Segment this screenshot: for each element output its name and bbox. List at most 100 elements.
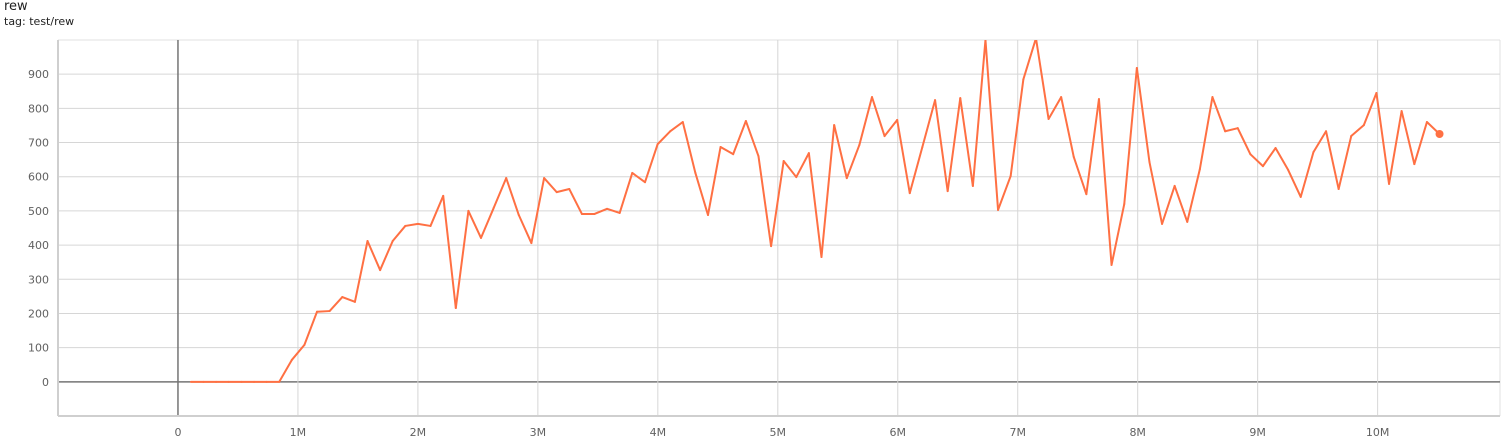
series-segment <box>1261 147 1277 168</box>
y-tick-label: 400 <box>28 239 49 252</box>
series-segment <box>1110 203 1126 266</box>
series-segment <box>858 96 873 146</box>
series-segment <box>1047 96 1063 120</box>
series-segment <box>316 310 331 313</box>
series-segment <box>1097 98 1113 266</box>
series-segment <box>770 160 785 248</box>
series-segment <box>530 177 546 245</box>
series-segment <box>480 207 495 239</box>
y-tick-label: 800 <box>28 102 49 115</box>
series-segment <box>366 239 382 272</box>
series-segment <box>1224 127 1239 133</box>
series-segment <box>694 171 709 217</box>
series-segment <box>303 310 319 346</box>
y-tick-label: 700 <box>28 137 49 150</box>
x-tick-label: 1M <box>290 426 307 439</box>
series-segment <box>404 222 419 227</box>
series-segment <box>1186 168 1201 223</box>
series-segment <box>1135 67 1151 164</box>
x-tick-label: 5M <box>770 426 787 439</box>
series-segment <box>1312 130 1328 154</box>
series-segment <box>1350 124 1365 138</box>
y-tick-label: 300 <box>28 273 49 286</box>
series-segment <box>908 145 924 195</box>
series-segment <box>971 40 987 187</box>
series-segment <box>606 207 621 214</box>
series-segment <box>656 130 672 146</box>
chart-tag: tag: test/rew <box>4 15 75 28</box>
series-segment <box>1388 110 1403 185</box>
series-segment <box>719 145 735 156</box>
series-segment <box>1198 96 1214 171</box>
series-segment <box>555 188 571 194</box>
series-segment <box>757 155 773 248</box>
series-segment <box>744 120 760 158</box>
series-segment <box>505 177 520 217</box>
series-segment <box>1299 151 1315 198</box>
series-segment <box>1085 98 1100 196</box>
series-segment <box>1211 96 1227 133</box>
series-segment <box>517 214 533 245</box>
series-segment <box>278 358 293 383</box>
series-segment <box>681 121 697 174</box>
series-segment <box>870 96 886 138</box>
series-segment <box>328 296 344 313</box>
series-segment <box>1400 110 1416 166</box>
series-segment <box>959 97 974 187</box>
series-segment <box>845 143 861 180</box>
series-segment <box>1287 168 1302 198</box>
x-tick-label: 2M <box>410 426 427 439</box>
series-segment <box>353 239 369 303</box>
last-point-marker <box>1435 130 1444 138</box>
series-segment <box>706 145 722 217</box>
series-segment <box>1148 161 1164 225</box>
series-segment <box>1375 91 1391 185</box>
series-segment <box>921 99 937 148</box>
series-segment <box>997 175 1012 211</box>
series-segment <box>1123 67 1138 206</box>
y-tick-label: 100 <box>28 342 49 355</box>
chart-title: rew <box>4 0 28 14</box>
series-segment <box>669 121 684 133</box>
series-segment <box>1325 130 1340 191</box>
y-tick-label: 200 <box>28 307 49 320</box>
x-tick-label: 8M <box>1129 426 1146 439</box>
series-segment <box>1022 40 1037 81</box>
series-segment <box>568 188 583 215</box>
series-segment <box>984 40 1000 211</box>
series-segment <box>833 124 848 180</box>
series-segment <box>883 118 899 138</box>
x-tick-label: 4M <box>650 426 667 439</box>
series-segment <box>467 209 483 239</box>
y-tick-label: 900 <box>28 68 49 81</box>
series-segment <box>341 296 356 303</box>
series-segment <box>1236 127 1252 156</box>
series-segment <box>1072 155 1088 196</box>
series-segment <box>795 152 810 179</box>
series-segment <box>618 171 634 214</box>
series-segment <box>1337 135 1353 191</box>
y-tick-label: 0 <box>42 376 49 389</box>
series-segment <box>820 124 836 259</box>
series-segment <box>290 343 306 361</box>
series-segment <box>807 152 823 259</box>
series-segment <box>492 177 508 210</box>
series-segment <box>732 120 747 156</box>
series-segment <box>1060 96 1075 158</box>
series-segment <box>896 118 911 195</box>
series-segment <box>379 239 394 272</box>
series-segment <box>391 224 407 242</box>
series-segment <box>1413 121 1428 166</box>
series-segment <box>1274 147 1290 171</box>
y-tick-label: 600 <box>28 171 49 184</box>
series-segment <box>946 97 962 193</box>
series-segment <box>1009 78 1025 178</box>
series-segment <box>442 194 457 309</box>
x-tick-label: 0 <box>174 426 181 439</box>
series-segment <box>593 207 609 215</box>
series-segment <box>429 194 445 227</box>
series-segment <box>454 209 470 309</box>
x-tick-label: 7M <box>1009 426 1026 439</box>
series-segment <box>782 160 798 179</box>
